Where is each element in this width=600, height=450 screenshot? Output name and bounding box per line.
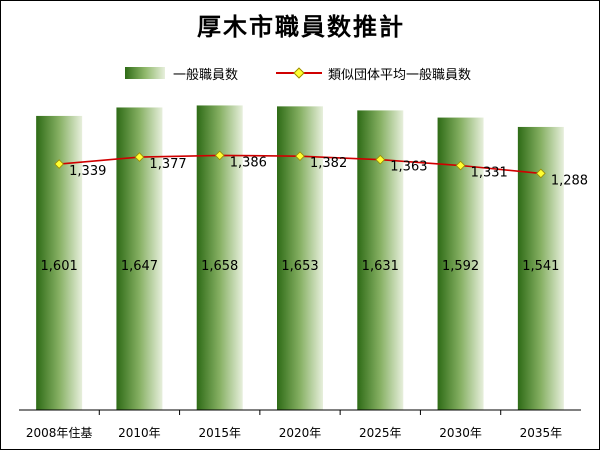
chart-title: 厚木市職員数推計 [197, 13, 405, 41]
line-value-label-2: 1,386 [230, 155, 267, 170]
bar-value-label-2: 1,658 [201, 259, 238, 274]
line-point-5 [455, 160, 466, 171]
x-tick-label-2: 2015年 [198, 426, 241, 440]
x-tick-label-5: 2030年 [439, 426, 482, 440]
labels-layer: 1,601 1,647 1,658 1,653 1,631 1,592 1,541 1,339… [41, 155, 589, 274]
line-series-layer [54, 150, 546, 179]
bar-value-label-3: 1,653 [281, 259, 318, 274]
line-point-4 [375, 154, 386, 165]
legend-label-bar: 一般職員数 [173, 67, 239, 83]
line-value-label-6: 1,288 [551, 173, 588, 188]
line-point-3 [295, 151, 305, 161]
x-ticks: 2008年住基 2010年 2015年 2020年 2025年 2030年 2035年 [26, 410, 562, 440]
legend-label-line: 類似団体平均一般職員数 [328, 67, 472, 83]
x-tick-label-6: 2035年 [520, 426, 563, 440]
legend-item-bar: 一般職員数 [125, 63, 238, 83]
legend: 一般職員数 類似団体平均一般職員数 [1, 63, 600, 83]
bar-value-label-5: 1,592 [442, 259, 479, 274]
bar-value-label-1: 1,647 [121, 259, 158, 274]
legend-item-line: 類似団体平均一般職員数 [276, 63, 471, 83]
bar-value-label-6: 1,541 [522, 259, 559, 274]
legend-bar-swatch [125, 67, 165, 79]
x-tick-label-1: 2010年 [118, 426, 161, 440]
x-tick-label-4: 2025年 [359, 426, 402, 440]
x-tick-label-3: 2020年 [279, 426, 322, 440]
line-point-6 [536, 168, 546, 179]
bar-value-label-4: 1,631 [362, 259, 399, 274]
line-point-2 [214, 150, 225, 161]
line-value-label-5: 1,331 [471, 166, 508, 181]
line-value-label-0: 1,339 [69, 164, 106, 179]
line-point-1 [134, 152, 145, 162]
bars-layer [36, 105, 564, 411]
line-value-label-3: 1,382 [310, 156, 347, 171]
line-value-label-1: 1,377 [149, 157, 186, 172]
legend-line-swatch [276, 67, 322, 79]
x-tick-label-0: 2008年住基 [26, 426, 93, 440]
line-value-label-4: 1,363 [390, 160, 427, 175]
line-point-0 [54, 159, 64, 169]
bar-value-label-0: 1,601 [41, 259, 78, 274]
